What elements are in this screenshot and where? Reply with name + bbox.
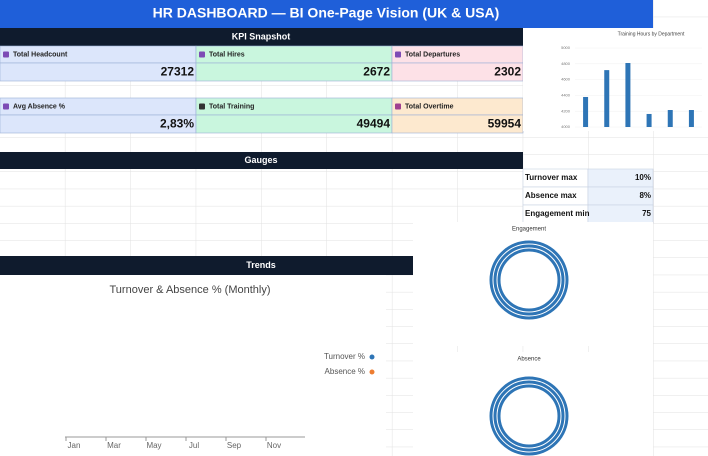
kpi-icon — [395, 103, 401, 110]
y-tick-label: 4800 — [561, 61, 571, 66]
kpi-label: Total Headcount — [13, 51, 68, 58]
table-value: 75 — [642, 209, 651, 218]
chart-title: Turnover & Absence % (Monthly) — [110, 284, 271, 296]
chart-area — [413, 222, 653, 346]
y-tick-label: 4600 — [561, 77, 571, 82]
x-tick-label: May — [146, 441, 161, 450]
section-title: Trends — [246, 260, 276, 270]
y-tick-label: 4000 — [561, 124, 571, 129]
kpi-icon — [395, 51, 401, 58]
kpi-icon — [199, 103, 205, 110]
kpi-value: 27312 — [161, 65, 195, 79]
kpi-label: Avg Absence % — [13, 103, 66, 110]
legend-label: Absence % — [325, 367, 365, 376]
chart-area — [0, 275, 386, 456]
line-chart: Jan Mar May Jul Sep Nov Turnover % Absence % — [65, 352, 375, 450]
x-tick-label: Sep — [227, 441, 242, 450]
chart-title: Engagement — [512, 227, 546, 233]
table-label: Turnover max — [525, 173, 578, 182]
bar — [625, 63, 631, 127]
kpi-value: 2672 — [363, 65, 390, 79]
table-label: Engagement min — [525, 209, 590, 218]
bar — [688, 110, 694, 127]
section-title: KPI Snapshot — [232, 31, 291, 41]
section-bar — [0, 256, 413, 275]
bar — [604, 70, 610, 127]
kpi-cards: Total Headcount 27312 Total Hires 2672 Total… — [0, 45, 524, 134]
kpi-label: Total Overtime — [405, 103, 454, 110]
y-tick-label: 5000 — [561, 45, 571, 50]
threshold-table: Turnover max 10% Absence max 8% Engagement m… — [522, 168, 654, 224]
chart-title: Training Hours by Department — [618, 31, 685, 37]
table-value: 8% — [639, 191, 651, 200]
chart-title: Absence — [517, 357, 541, 363]
y-tick-label: 4400 — [561, 92, 571, 97]
gauge-ring — [489, 240, 569, 320]
kpi-label: Total Departures — [405, 51, 460, 58]
table-value: 10% — [635, 173, 651, 182]
kpi-icon — [3, 51, 9, 58]
section-title: Gauges — [244, 155, 277, 165]
bar — [583, 96, 589, 127]
x-tick-label: Nov — [267, 441, 281, 450]
bar — [667, 110, 673, 127]
table-label: Absence max — [525, 191, 577, 200]
kpi-value: 49494 — [357, 117, 391, 131]
title-bar — [0, 0, 653, 28]
section-bar — [0, 28, 523, 46]
kpi-label: Total Hires — [209, 51, 245, 58]
x-tick-label: Jul — [189, 441, 199, 450]
kpi-icon — [199, 51, 205, 58]
kpi-icon — [3, 103, 9, 110]
x-tick-label: Jan — [68, 441, 81, 450]
section-bar — [0, 152, 523, 169]
title: HR DASHBOARD — BI One-Page Vision (UK & … — [153, 5, 500, 21]
x-tick-label: Mar — [107, 441, 121, 450]
bar-chart: 4000 4200 4400 4600 4800 5000 — [561, 45, 702, 129]
legend-label: Turnover % — [324, 352, 365, 361]
chart-area — [413, 352, 653, 456]
legend-marker — [369, 369, 375, 375]
kpi-label: Total Training — [209, 103, 254, 110]
bar — [646, 113, 652, 127]
kpi-value: 2302 — [494, 65, 521, 79]
kpi-value: 59954 — [488, 117, 522, 131]
legend-marker — [369, 354, 375, 360]
kpi-value: 2,83% — [160, 117, 194, 131]
y-tick-label: 4200 — [561, 108, 571, 113]
gauge-ring — [489, 376, 569, 456]
